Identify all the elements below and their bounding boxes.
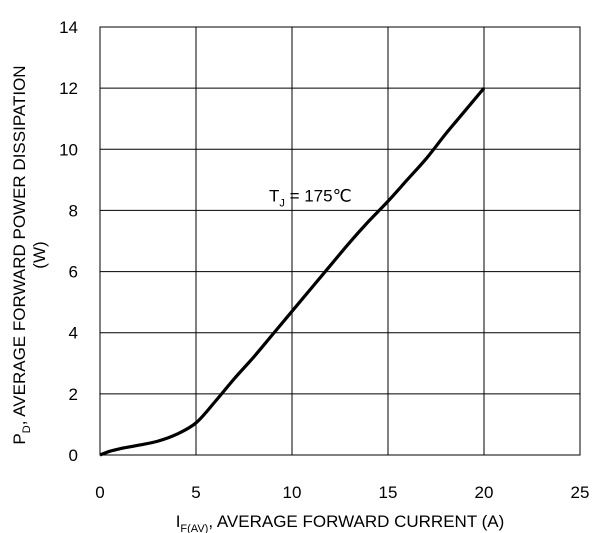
plot-area-border [99,26,581,456]
x-axis-label: IF(AV), AVERAGE FORWARD CURRENT (A) [176,512,505,533]
x-tick-label: 25 [571,483,590,502]
y-tick-label: 6 [69,263,78,282]
y-tick-label: 12 [59,79,78,98]
x-tick-label: 10 [283,483,302,502]
y-axis-ticks: 0 2 4 6 8 10 12 14 [59,18,78,465]
annotation-tj: TJ = 175℃ [269,186,352,209]
series-group [99,87,486,457]
y-tick-label: 8 [69,201,78,220]
x-tick-label: 15 [379,483,398,502]
y-tick-label: 14 [59,18,78,37]
y-axis-label: PD, AVERAGE FORWARD POWER DISSIPATION [10,65,33,444]
y-axis-label-unit: (W) [30,241,49,268]
series-line-0 [99,87,486,457]
grid [99,26,581,456]
y-tick-label: 0 [69,446,78,465]
y-tick-label: 10 [59,140,78,159]
x-tick-label: 20 [475,483,494,502]
y-tick-label: 4 [69,324,78,343]
x-axis-ticks: 0 5 10 15 20 25 [95,483,589,502]
x-tick-label: 0 [95,483,104,502]
y-tick-label: 2 [69,385,78,404]
x-tick-label: 5 [191,483,200,502]
